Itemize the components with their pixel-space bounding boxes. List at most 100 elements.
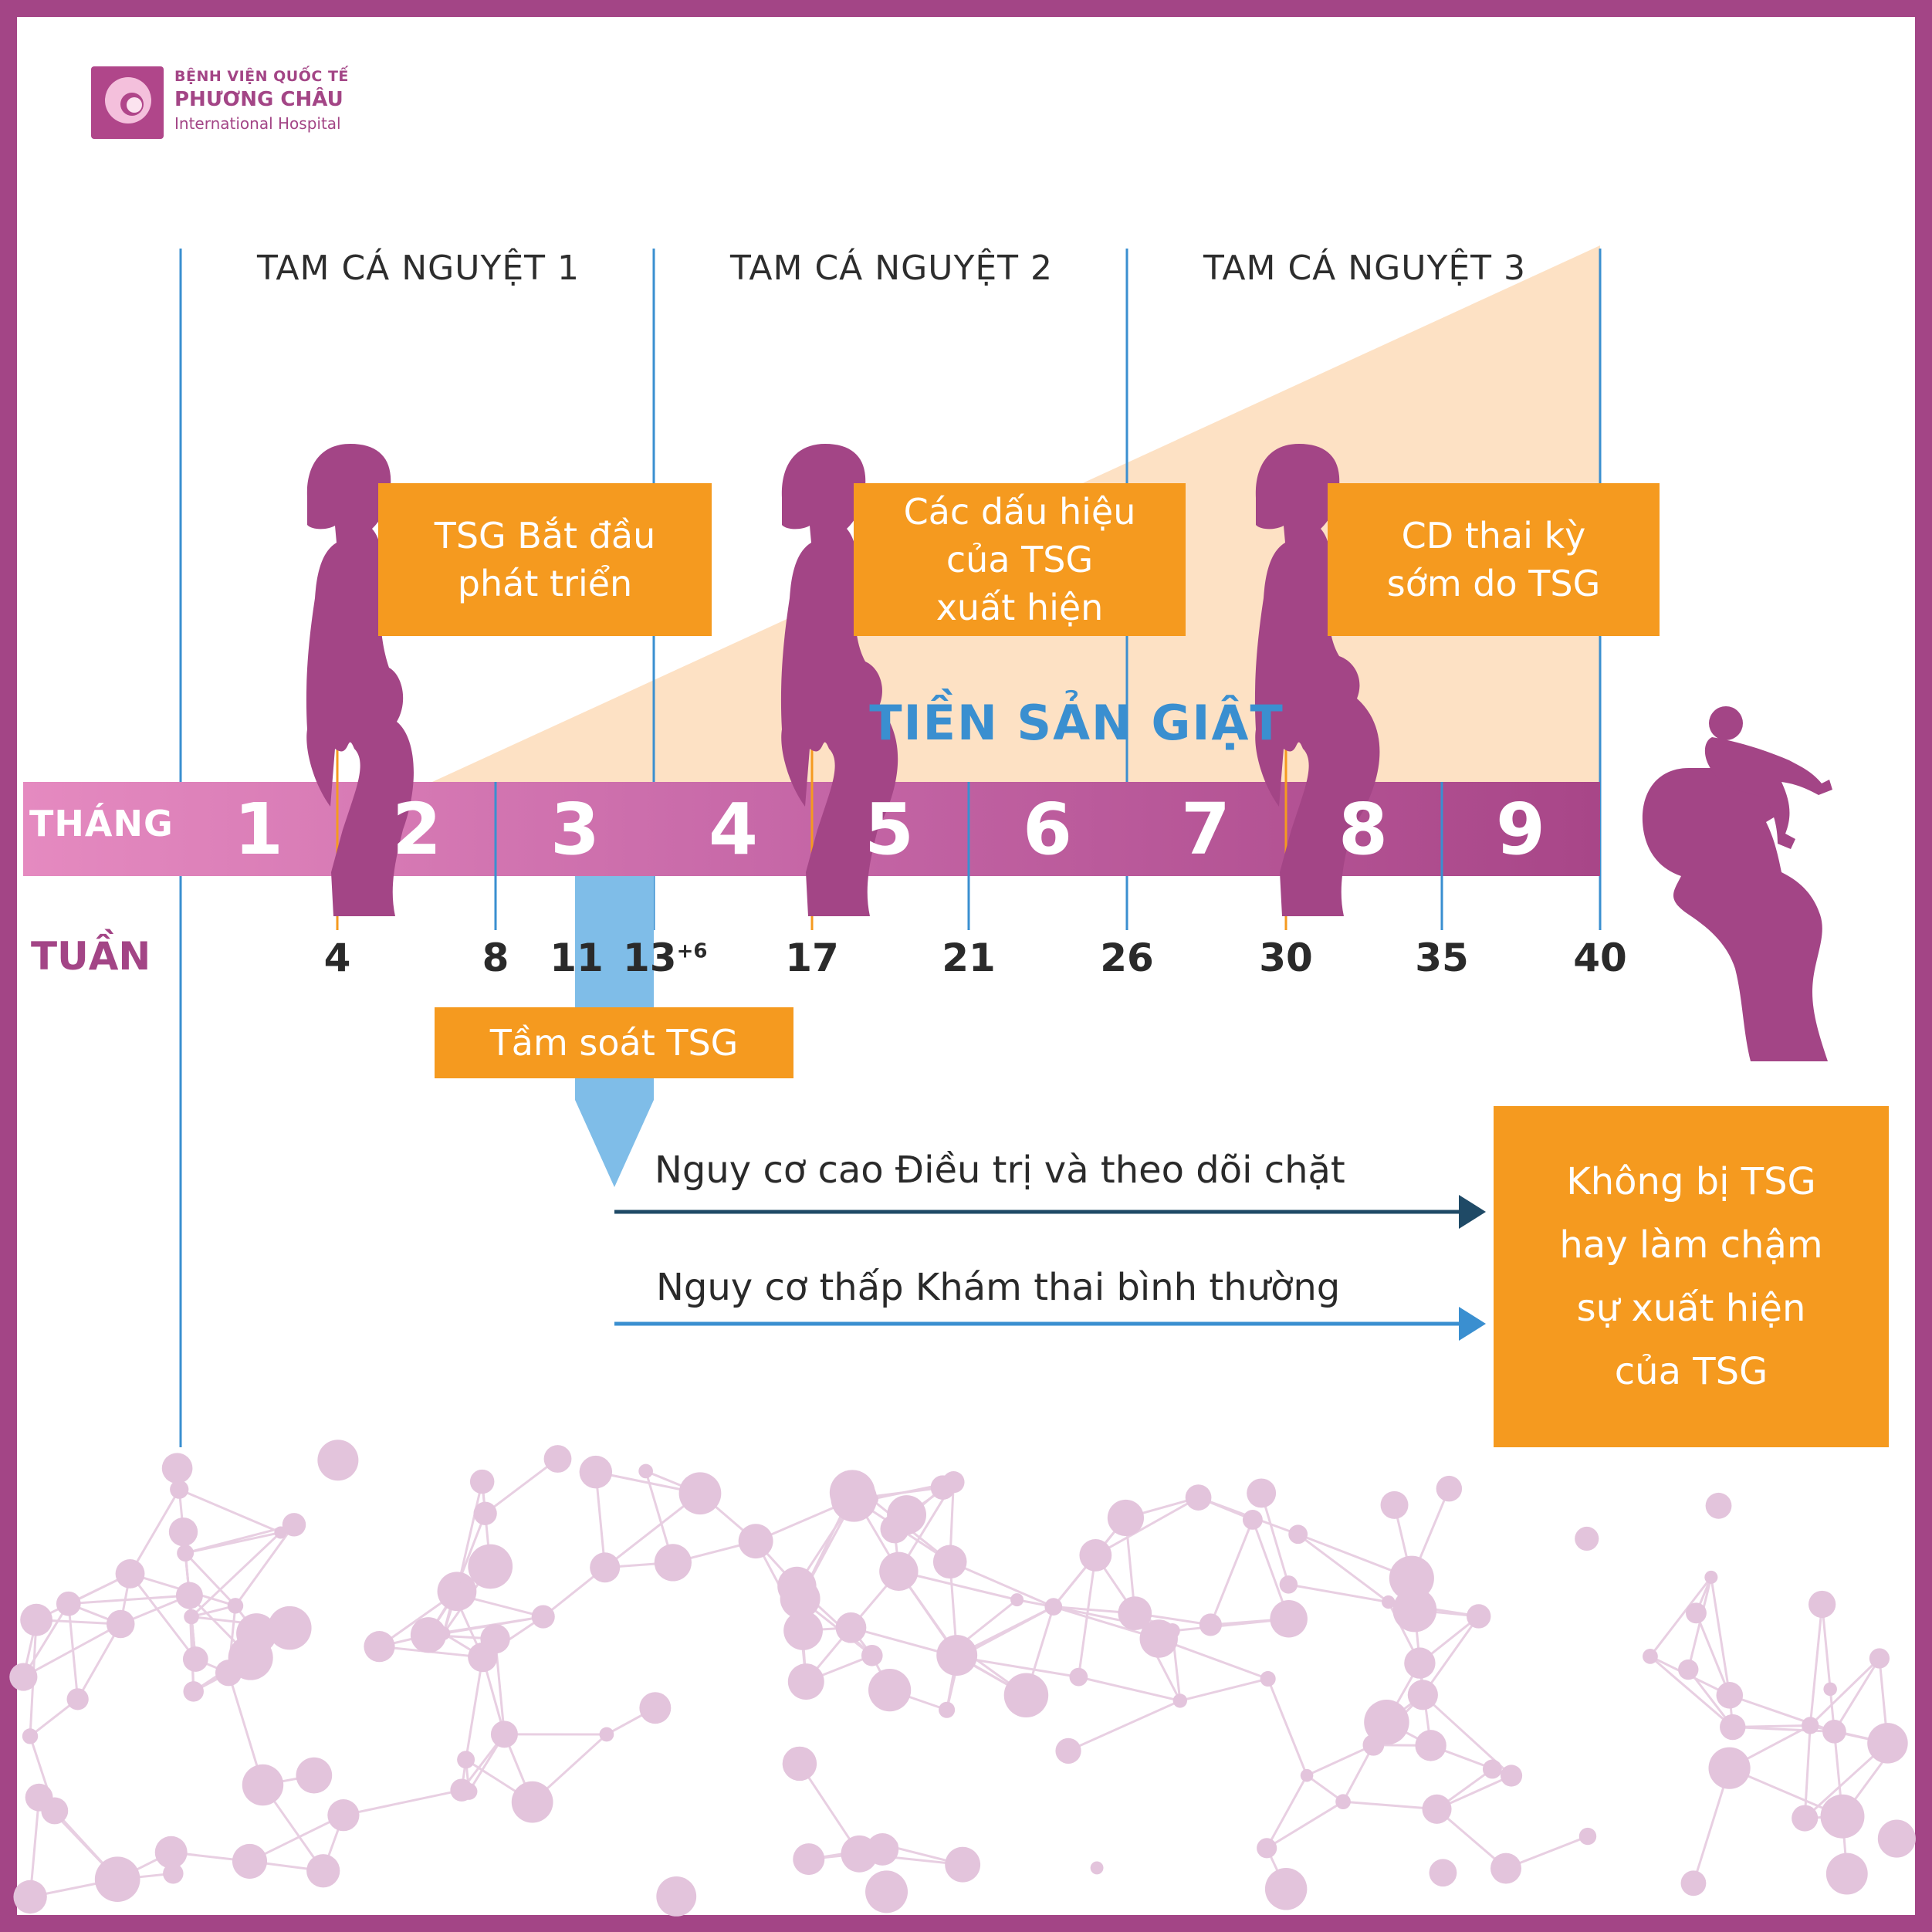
month-3: 3 <box>550 788 600 871</box>
molecule-atom <box>1500 1765 1523 1787</box>
molecule-atom <box>638 1463 653 1479</box>
molecule-atom <box>835 1612 867 1643</box>
pregnant-silhouette-2-icon <box>780 444 898 916</box>
molecule-atom <box>457 1751 475 1769</box>
week-17: 17 <box>773 936 851 980</box>
molecule-atom <box>599 1727 614 1742</box>
week-13-suffix: +6 <box>676 939 708 963</box>
trimester-label-3: TAM CÁ NGUYỆT 3 <box>1203 249 1527 288</box>
molecule-atom <box>1010 1593 1024 1607</box>
molecule-atom <box>1686 1602 1707 1624</box>
molecule-atom <box>656 1876 697 1917</box>
molecule-bond <box>22 1622 121 1678</box>
molecule-bond <box>129 1488 181 1575</box>
molecule-bond <box>1288 1583 1389 1604</box>
molecule-atom <box>829 1470 875 1516</box>
molecule-atom <box>1264 1868 1308 1910</box>
molecule-atom <box>22 1728 39 1744</box>
molecule-atom <box>1055 1737 1081 1764</box>
molecule-atom <box>1429 1859 1457 1887</box>
molecule-atom <box>783 1611 823 1650</box>
molecule-atom <box>327 1799 360 1832</box>
week-value: 40 <box>1573 936 1627 980</box>
molecule-atom <box>177 1545 195 1562</box>
molecule-atom <box>1808 1590 1836 1619</box>
molecule-atom <box>1822 1719 1846 1744</box>
week-value: 8 <box>482 936 509 980</box>
molecule-bond <box>1342 1800 1437 1811</box>
molecule-atom <box>1422 1794 1452 1824</box>
logo-line-1: BỆNH VIỆN QUỐC TẾ <box>174 68 349 85</box>
molecule-atom <box>1869 1648 1890 1669</box>
molecule-atom <box>1079 1539 1112 1572</box>
molecule-atom <box>1575 1526 1599 1551</box>
week-26: 26 <box>1088 936 1166 980</box>
molecule-atom <box>590 1552 621 1583</box>
molecule-bond <box>1649 1576 1713 1657</box>
molecule-atom <box>410 1617 447 1653</box>
pregnant-silhouette-1-icon <box>306 444 414 916</box>
molecule-bond <box>1732 1724 1811 1729</box>
molecule-atom <box>879 1551 919 1591</box>
low-risk-arrow-head <box>1459 1307 1486 1341</box>
molecule-atom <box>930 1475 956 1500</box>
molecule-atom <box>1090 1861 1104 1875</box>
molecule-bond <box>191 1531 282 1618</box>
molecule-bond <box>1809 1657 1880 1727</box>
molecule-bond <box>484 1457 559 1514</box>
molecule-atom <box>1199 1613 1222 1636</box>
molecule-atom <box>163 1863 184 1884</box>
molecule-atom <box>242 1764 284 1806</box>
molecule-bond <box>1266 1800 1344 1849</box>
molecule-atom <box>1172 1693 1187 1708</box>
high-risk-path-text: Nguy cơ cao Điều trị và theo dõi chặt <box>655 1149 1345 1192</box>
week-row-label: TUẦN <box>31 934 151 979</box>
molecule-atom <box>41 1797 69 1825</box>
week-value: 30 <box>1259 936 1313 980</box>
molecule-atom <box>1680 1870 1707 1896</box>
molecule-atom <box>1185 1484 1212 1511</box>
molecule-bond <box>1710 1577 1731 1696</box>
molecule-atom <box>1392 1588 1437 1633</box>
molecule-bond <box>1695 1612 1731 1696</box>
hospital-logo-text: BỆNH VIỆN QUỐC TẾ PHƯƠNG CHÂU Internatio… <box>174 66 349 134</box>
molecule-atom <box>1389 1555 1434 1601</box>
molecule-atom <box>1792 1805 1819 1832</box>
molecule-bond <box>1095 1496 1199 1557</box>
molecule-atom <box>115 1559 145 1589</box>
week-35: 35 <box>1403 936 1480 980</box>
callout-signs-appear: Các dấu hiệu của TSG xuất hiện <box>854 483 1186 636</box>
molecule-bond <box>1179 1677 1269 1702</box>
molecule-atom <box>511 1781 553 1823</box>
molecule-atom <box>865 1870 908 1913</box>
molecule-atom <box>782 1746 817 1781</box>
molecule-atom <box>450 1778 473 1802</box>
molecule-bond <box>465 1656 484 1760</box>
molecule-atom <box>1708 1747 1751 1789</box>
molecule-atom <box>738 1524 773 1559</box>
molecule-atom <box>1578 1827 1597 1846</box>
week-11: 11 <box>538 936 615 980</box>
molecule-atom <box>183 1681 204 1702</box>
molecule-atom <box>1643 1649 1658 1664</box>
week-value: 35 <box>1415 936 1469 980</box>
molecule-bond <box>36 1572 131 1622</box>
trimester-label-1: TAM CÁ NGUYỆT 1 <box>256 249 580 288</box>
molecule-atom <box>1257 1838 1277 1859</box>
mother-and-baby-icon <box>1642 706 1832 1061</box>
logo-line-2: PHƯƠNG CHÂU <box>174 88 343 111</box>
month-6: 6 <box>1022 788 1072 871</box>
molecule-atom <box>232 1843 268 1879</box>
molecule-atom <box>932 1545 967 1579</box>
molecule-atom <box>184 1609 199 1625</box>
molecule-atom <box>473 1501 497 1525</box>
molecule-atom <box>215 1660 242 1687</box>
week-value: 11 <box>550 936 604 980</box>
molecule-atom <box>1288 1524 1308 1545</box>
molecule-atom <box>154 1836 188 1869</box>
molecule-atom <box>880 1514 909 1544</box>
molecule-bond <box>234 1524 296 1607</box>
molecule-bond <box>1209 1519 1254 1626</box>
molecule-bond <box>1297 1533 1389 1603</box>
